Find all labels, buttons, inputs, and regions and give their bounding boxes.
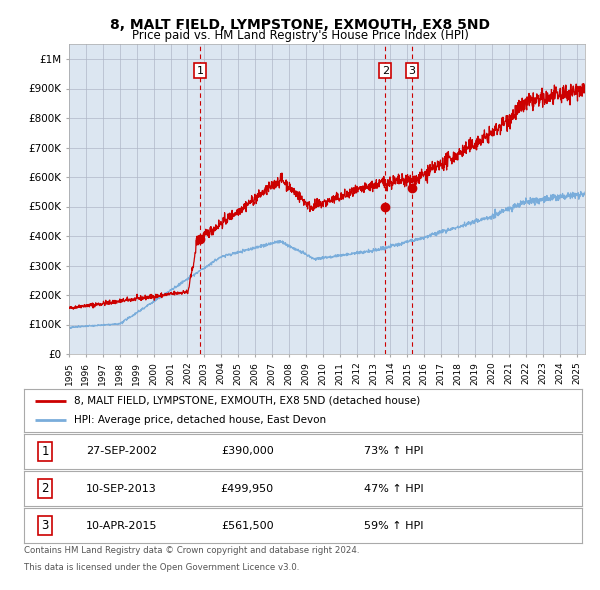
Text: 8, MALT FIELD, LYMPSTONE, EXMOUTH, EX8 5ND (detached house): 8, MALT FIELD, LYMPSTONE, EXMOUTH, EX8 5… [74,396,421,406]
Text: 2: 2 [41,482,49,495]
Text: Price paid vs. HM Land Registry's House Price Index (HPI): Price paid vs. HM Land Registry's House … [131,30,469,42]
Text: This data is licensed under the Open Government Licence v3.0.: This data is licensed under the Open Gov… [24,563,299,572]
Text: £390,000: £390,000 [221,447,274,456]
Text: £499,950: £499,950 [221,484,274,493]
Text: 8, MALT FIELD, LYMPSTONE, EXMOUTH, EX8 5ND: 8, MALT FIELD, LYMPSTONE, EXMOUTH, EX8 5… [110,18,490,32]
Text: 3: 3 [409,65,415,76]
Text: HPI: Average price, detached house, East Devon: HPI: Average price, detached house, East… [74,415,326,425]
Text: 10-SEP-2013: 10-SEP-2013 [86,484,157,493]
Text: 1: 1 [41,445,49,458]
Text: 1: 1 [196,65,203,76]
Text: £561,500: £561,500 [221,521,274,530]
Text: 47% ↑ HPI: 47% ↑ HPI [364,484,424,493]
Text: 2: 2 [382,65,389,76]
Text: 59% ↑ HPI: 59% ↑ HPI [364,521,424,530]
Text: 73% ↑ HPI: 73% ↑ HPI [364,447,424,456]
Text: 27-SEP-2002: 27-SEP-2002 [86,447,157,456]
Text: Contains HM Land Registry data © Crown copyright and database right 2024.: Contains HM Land Registry data © Crown c… [24,546,359,555]
Text: 3: 3 [41,519,49,532]
Text: 10-APR-2015: 10-APR-2015 [86,521,157,530]
